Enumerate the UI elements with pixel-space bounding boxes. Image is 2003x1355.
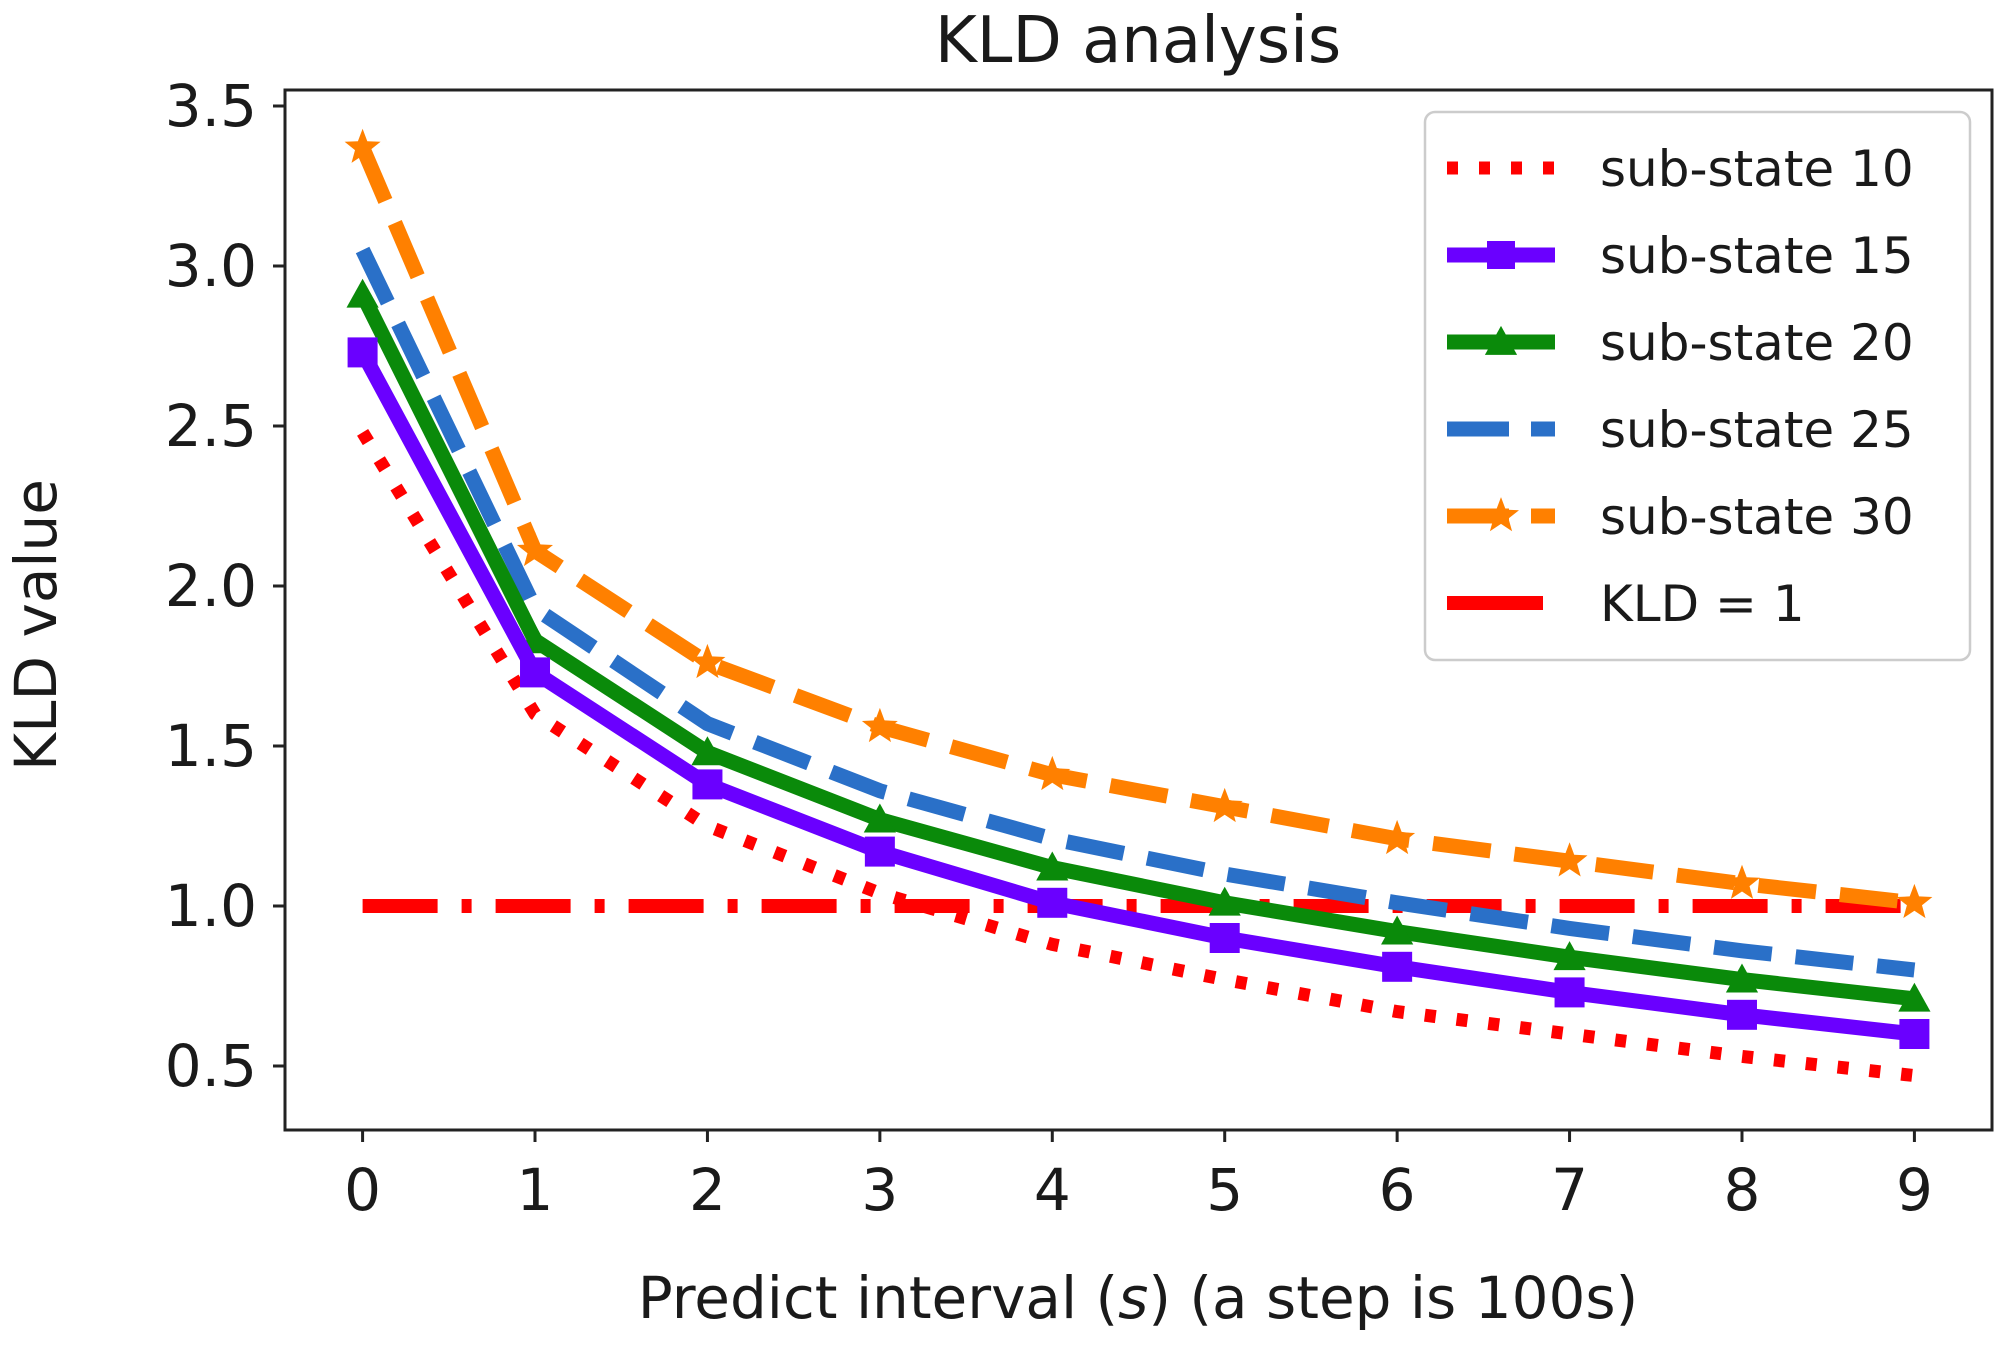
x-axis-label-suffix: ) (a step is 100s) <box>1148 1264 1638 1332</box>
y-axis-label: KLD value <box>2 479 70 771</box>
data-point-sub-state-15 <box>864 836 895 867</box>
legend-entry-sub-state-15: sub-state 15 <box>1447 227 1914 285</box>
series-sub-state-25 <box>355 246 1916 978</box>
x-tick-label: 0 <box>344 1156 381 1224</box>
data-point-sub-state-30 <box>861 707 898 743</box>
x-tick-label: 7 <box>1551 1156 1588 1224</box>
legend-label-sub-state-10: sub-state 10 <box>1600 140 1914 198</box>
legend-entry-sub-state-30: sub-state 30 <box>1447 488 1914 546</box>
y-tick-label: 3.0 <box>165 232 257 300</box>
data-point-sub-state-20 <box>863 803 896 833</box>
plot-area <box>283 88 1994 1132</box>
data-point-sub-state-15 <box>1554 977 1585 1008</box>
axis-ticks: 0 1 2 3 4 5 6 7 8 9 0.5 1.0 1.5 2.0 2.5 3.0 3.5 <box>165 72 1933 1224</box>
legend-entry-kld-1: KLD = 1 <box>1447 575 1805 633</box>
x-tick-label: 1 <box>517 1156 554 1224</box>
series-line-sub-state-10 <box>357 429 1916 1083</box>
data-point-sub-state-15 <box>1037 887 1068 918</box>
data-point-sub-state-30 <box>1206 787 1243 823</box>
series-line-sub-state-30 <box>355 144 1916 911</box>
data-point-sub-state-30 <box>344 128 381 163</box>
y-tick-label: 2.0 <box>165 552 257 620</box>
x-tick-label: 8 <box>1724 1156 1761 1224</box>
data-point-sub-state-30 <box>689 643 726 679</box>
chart-title: KLD analysis <box>935 4 1341 78</box>
data-point-sub-state-30 <box>517 531 553 567</box>
x-tick-label: 6 <box>1379 1156 1416 1224</box>
data-point-sub-state-15 <box>1382 951 1413 982</box>
data-point-sub-state-15 <box>692 769 723 800</box>
data-point-sub-state-15 <box>1899 1019 1930 1049</box>
legend-label-sub-state-30: sub-state 30 <box>1600 488 1914 546</box>
legend-entry-sub-state-20: sub-state 20 <box>1447 314 1914 372</box>
legend-label-sub-state-25: sub-state 25 <box>1600 401 1914 459</box>
legend: sub-state 10 sub-state 15 sub-state 20 sub-… <box>1423 110 1972 662</box>
y-tick-label: 2.5 <box>165 392 257 460</box>
data-point-sub-state-15 <box>520 657 551 688</box>
x-axis-label: Predict interval (s) (a step is 100s) <box>638 1264 1639 1332</box>
x-tick-label: 4 <box>1034 1156 1071 1224</box>
data-point-sub-state-30 <box>1551 842 1588 877</box>
data-point-sub-state-20 <box>691 736 724 766</box>
y-tick-label: 1.5 <box>165 712 257 780</box>
series-sub-state-30 <box>344 128 1933 919</box>
data-point-sub-state-20 <box>346 278 379 308</box>
x-tick-label: 5 <box>1206 1156 1243 1224</box>
plot-frame <box>283 88 1994 1132</box>
x-axis-label-variable: s <box>1118 1264 1148 1332</box>
data-point-sub-state-20 <box>1036 851 1069 881</box>
x-axis-label-prefix: Predict interval ( <box>638 1264 1118 1332</box>
legend-label-sub-state-15: sub-state 15 <box>1600 227 1914 285</box>
data-point-sub-state-15 <box>1209 923 1240 953</box>
x-tick-label: 3 <box>861 1156 898 1224</box>
data-point-sub-state-30 <box>1724 864 1760 899</box>
legend-label-sub-state-20: sub-state 20 <box>1600 314 1914 372</box>
legend-marker-sub-state-20 <box>1484 325 1518 355</box>
data-point-sub-state-15 <box>1726 999 1757 1030</box>
series-sub-state-10 <box>357 429 1916 1083</box>
legend-label-kld-1: KLD = 1 <box>1600 575 1805 633</box>
legend-entry-sub-state-25: sub-state 25 <box>1447 401 1914 459</box>
series-line-sub-state-25 <box>355 246 1916 978</box>
legend-box <box>1423 110 1972 662</box>
data-point-sub-state-30 <box>1896 883 1933 919</box>
y-tick-label: 3.5 <box>165 72 257 140</box>
x-tick-label: 9 <box>1896 1156 1933 1224</box>
series-sub-state-20 <box>346 278 1931 1012</box>
data-point-sub-state-20 <box>1208 886 1241 916</box>
data-point-sub-state-30 <box>1034 755 1071 791</box>
legend-marker-sub-state-15 <box>1487 241 1515 269</box>
y-tick-label: 1.0 <box>165 872 257 940</box>
legend-marker-sub-state-30 <box>1483 497 1519 532</box>
legend-entry-sub-state-10: sub-state 10 <box>1447 140 1914 198</box>
data-point-sub-state-20 <box>1898 982 1931 1012</box>
y-tick-label: 0.5 <box>165 1032 257 1100</box>
series-line-sub-state-15 <box>355 348 1916 1042</box>
x-tick-label: 2 <box>689 1156 726 1224</box>
data-point-sub-state-20 <box>1553 941 1586 971</box>
data-point-sub-state-20 <box>1725 963 1759 993</box>
data-point-sub-state-30 <box>1379 819 1416 855</box>
data-point-sub-state-20 <box>1381 915 1414 945</box>
series-sub-state-15 <box>347 337 1930 1049</box>
data-point-sub-state-15 <box>347 337 378 368</box>
series-line-sub-state-20 <box>355 291 1916 1007</box>
